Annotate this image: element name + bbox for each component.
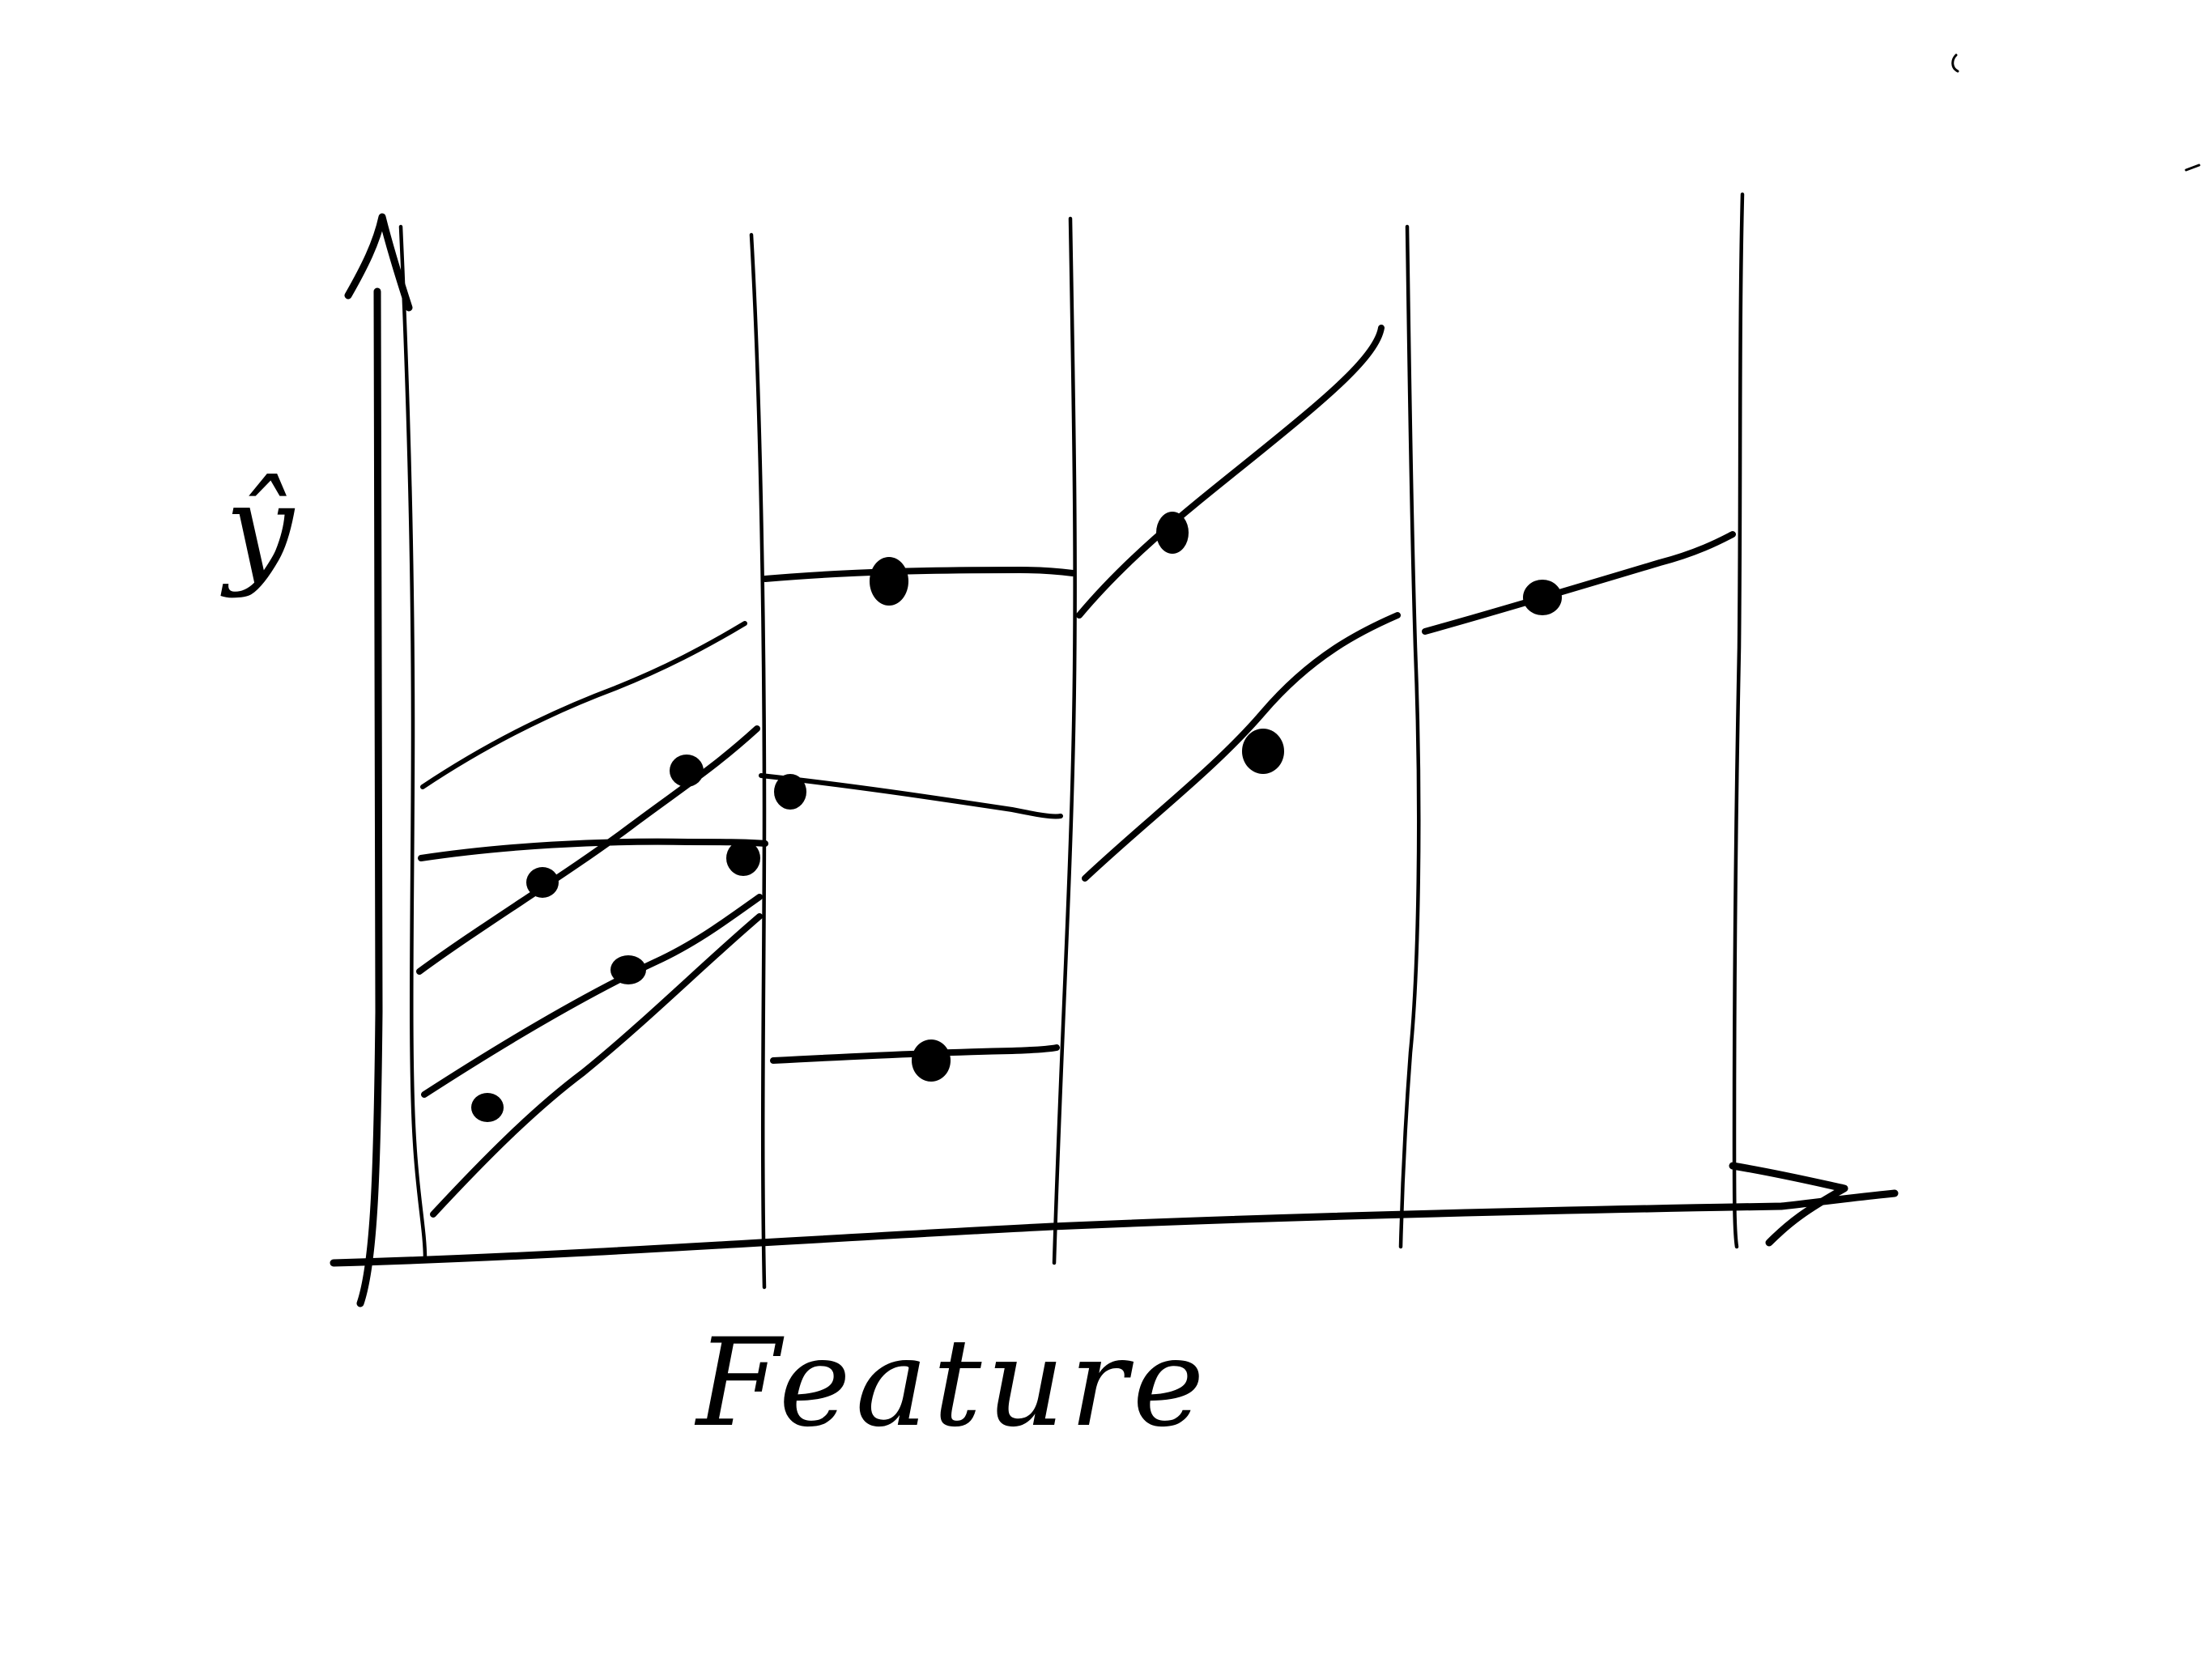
interval-boundary-4: [1398, 224, 1421, 1249]
data-point: [610, 955, 646, 984]
data-point: [1156, 512, 1189, 554]
data-point: [1242, 729, 1284, 774]
fit-line-4a: [1422, 531, 1736, 635]
stray-marks: [1951, 53, 2201, 172]
fit-line-1c: [416, 725, 760, 975]
x-axis-label: Feature: [694, 1313, 1209, 1454]
fit-lines: [416, 325, 1736, 1218]
y-axis-arrowhead: [344, 213, 413, 312]
fit-line-2c: [770, 1044, 1060, 1064]
fit-line-3a: [1076, 325, 1385, 619]
data-point: [912, 1039, 951, 1082]
fit-line-1e: [430, 913, 763, 1218]
fit-line-1b: [418, 838, 768, 861]
interval-boundary-3: [1052, 216, 1077, 1265]
stray-mark: [1951, 53, 1959, 73]
fit-line-1a: [420, 621, 747, 789]
x-axis-arrowhead: [1729, 1162, 1848, 1247]
data-point: [1523, 580, 1562, 615]
data-point: [526, 867, 559, 898]
axes: [330, 213, 1899, 1307]
interval-boundary-1: [398, 224, 428, 1261]
data-point: [774, 774, 806, 810]
interval-boundary-2: [749, 232, 767, 1290]
interval-boundaries: [398, 192, 1745, 1290]
fit-line-3b: [1082, 612, 1401, 882]
fit-line-2a: [762, 567, 1076, 582]
data-point: [471, 1093, 504, 1122]
y-axis-label: ŷ: [220, 459, 296, 600]
y-axis-line: [356, 287, 384, 1307]
data-point: [726, 840, 760, 876]
stray-mark: [2184, 164, 2201, 172]
fit-line-2b: [759, 773, 1063, 819]
data-points: [471, 512, 1562, 1122]
x-axis-line: [330, 1189, 1899, 1267]
data-point: [670, 755, 704, 787]
data-point: [870, 557, 908, 606]
interval-boundary-5: [1732, 192, 1745, 1249]
